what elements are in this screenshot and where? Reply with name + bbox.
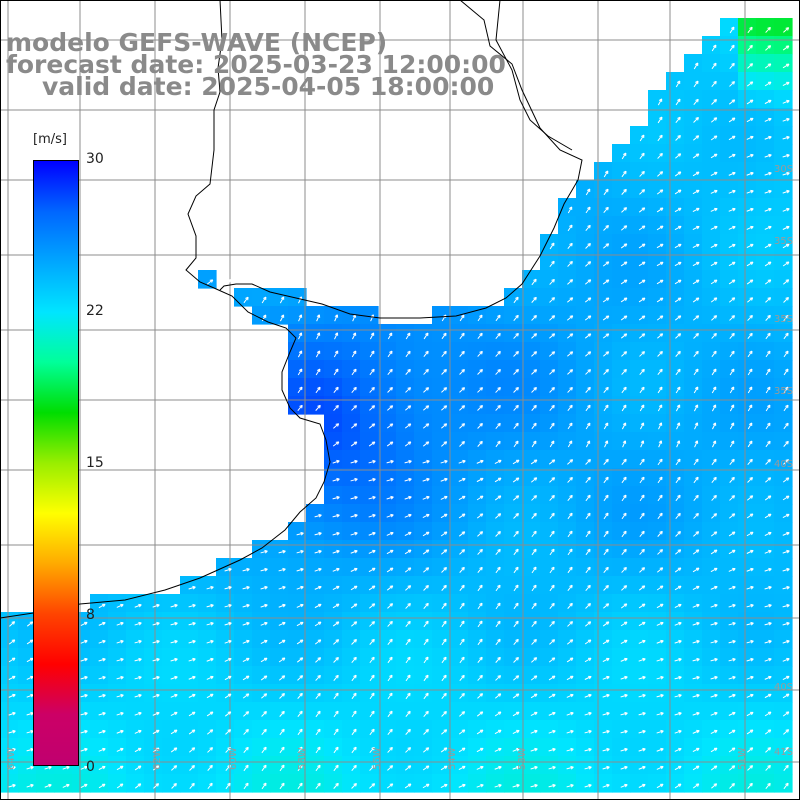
coastline	[0, 0, 583, 619]
longitude-label: 53W	[517, 747, 528, 770]
latitude-label: 35S	[774, 236, 793, 247]
colorbar-gradient	[33, 160, 79, 766]
longitude-label: 56W	[372, 747, 383, 770]
latitude-label: 40S	[774, 682, 793, 693]
colorbar-tick-label: 30	[86, 151, 104, 167]
latitude-label: 40S	[774, 459, 793, 470]
colorbar: [m/s] 30 22 15 8 0	[0, 0, 120, 800]
valid-date-title: valid date: 2025-04-05 18:00:00	[42, 72, 495, 101]
wind-arrows	[8, 26, 790, 790]
latitude-label: 41S	[774, 747, 793, 758]
longitude-label: 64W	[6, 747, 17, 770]
colorbar-tick-label: 8	[86, 607, 95, 623]
longitude-label: 54W	[447, 747, 458, 770]
wind-speed-cells	[0, 18, 793, 793]
latitude-label: 35S	[774, 386, 793, 397]
forecast-date-title: forecast date: 2025-03-23 12:00:00	[6, 50, 506, 79]
latitude-label: 30S	[774, 164, 793, 175]
longitude-label: 62W	[152, 747, 163, 770]
latitude-label: 35S	[774, 314, 793, 325]
model-title: modelo GEFS-WAVE (NCEP)	[6, 28, 388, 57]
colorbar-tick-label: 15	[86, 455, 104, 471]
longitude-label: 51W	[737, 747, 748, 770]
longitude-label: 58W	[297, 747, 308, 770]
longitude-label: 60W	[228, 747, 239, 770]
colorbar-tick-label: 22	[86, 303, 104, 319]
colorbar-unit-label: [m/s]	[33, 132, 67, 147]
graticule-labels: 30S 35S 35S 35S 40S 40S 41S 64W 62W 60W 58W 56W 54W 5…	[6, 164, 793, 770]
colorbar-tick-label: 0	[86, 759, 95, 775]
border-line	[495, 0, 573, 151]
